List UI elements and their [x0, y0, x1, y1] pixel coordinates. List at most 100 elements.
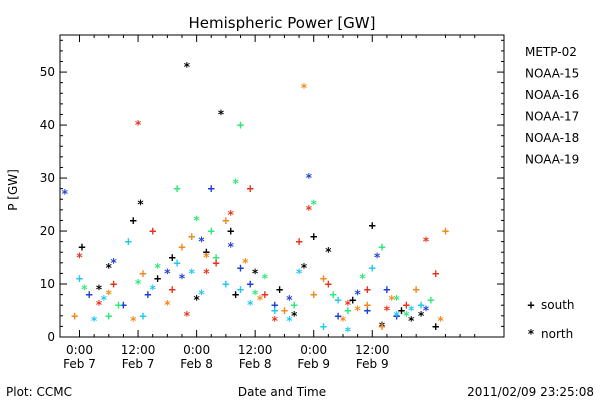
data-point: *	[183, 60, 190, 74]
data-point: *	[61, 187, 68, 201]
data-point: +	[110, 277, 117, 291]
data-point: *	[198, 288, 205, 302]
data-point: +	[178, 240, 185, 254]
data-point: *	[378, 319, 385, 333]
data-point: *	[232, 176, 239, 190]
data-point: +	[208, 224, 215, 238]
data-point: *	[164, 298, 171, 312]
data-point: +	[169, 251, 176, 265]
data-point: *	[388, 293, 395, 307]
data-point: +	[310, 229, 317, 243]
data-point: +	[398, 304, 405, 318]
data-point: *	[374, 251, 381, 265]
legend-entry: NOAA-17	[525, 110, 579, 124]
data-point: *	[305, 203, 312, 217]
data-point: +	[105, 309, 112, 323]
y-tick-label: 30	[40, 171, 55, 185]
data-point: *	[164, 266, 171, 280]
data-point: +	[188, 229, 195, 243]
data-point: +	[203, 245, 210, 259]
data-point: +	[334, 309, 341, 323]
data-point: +	[149, 224, 156, 238]
data-point: *	[154, 261, 161, 275]
data-point: *	[242, 256, 249, 270]
data-point: +	[334, 293, 341, 307]
data-point: *	[188, 266, 195, 280]
data-point: *	[256, 293, 263, 307]
data-point: *	[217, 107, 224, 121]
data-point: *	[183, 309, 190, 323]
y-axis: 0 10 20 30 40 50	[40, 39, 504, 344]
data-point: +	[393, 309, 400, 323]
data-point: +	[227, 224, 234, 238]
x-tick-label-time: 12:00	[355, 343, 390, 357]
plot-credit: Plot: CCMC	[6, 385, 72, 399]
data-point: *	[295, 266, 302, 280]
data-point: +	[432, 266, 439, 280]
data-point: +	[369, 261, 376, 275]
data-point: +	[325, 277, 332, 291]
data-point: +	[213, 251, 220, 265]
data-point: +	[403, 298, 410, 312]
data-point: +	[310, 288, 317, 302]
data-point: *	[261, 272, 268, 286]
y-tick-label: 40	[40, 118, 55, 132]
data-point: *	[354, 288, 361, 302]
data-point: *	[408, 304, 415, 318]
x-tick-label-time: 0:00	[183, 343, 210, 357]
data-point: +	[432, 319, 439, 333]
x-tick-label-date: Feb 8	[239, 357, 272, 371]
data-point: *	[134, 118, 141, 132]
data-point: +	[364, 304, 371, 318]
data-point: *	[81, 282, 88, 296]
legend-entry: NOAA-18	[525, 131, 579, 145]
data-point: *	[105, 261, 112, 275]
y-tick-label: 50	[40, 65, 55, 79]
data-point: *	[354, 304, 361, 318]
data-point: *	[300, 81, 307, 95]
y-axis-label: P [GW]	[6, 169, 20, 211]
data-point: +	[442, 224, 449, 238]
data-point: +	[261, 288, 268, 302]
x-tick-label-date: Feb 8	[180, 357, 213, 371]
data-point: +	[247, 182, 254, 196]
data-point: +	[330, 288, 337, 302]
data-point: *	[227, 240, 234, 254]
data-point: +	[271, 304, 278, 318]
data-point: *	[344, 325, 351, 339]
data-point: *	[252, 266, 259, 280]
data-point: *	[227, 208, 234, 222]
data-point: +	[281, 304, 288, 318]
data-point: *	[95, 298, 102, 312]
data-point: *	[305, 171, 312, 185]
data-point: *	[417, 309, 424, 323]
data-point: +	[71, 309, 78, 323]
series-legend: METP-02 NOAA-15 NOAA-16 NOAA-17 NOAA-18 NOAA-…	[525, 45, 579, 167]
data-point: +	[291, 298, 298, 312]
data-point: *	[359, 272, 366, 286]
data-point: +	[237, 261, 244, 275]
data-point: +	[237, 282, 244, 296]
data-point: +	[364, 282, 371, 296]
data-point: *	[247, 298, 254, 312]
data-point: +	[276, 282, 283, 296]
data-point: *	[286, 293, 293, 307]
data-point: *	[271, 314, 278, 328]
data-point: +	[125, 235, 132, 249]
data-point: *	[105, 288, 112, 302]
data-point: *	[137, 198, 144, 212]
y-tick-label: 20	[40, 224, 55, 238]
plot-frame	[59, 34, 505, 338]
data-points: +*+*+*+*+*+*+*+*+ *+*+* +*+**+*+*+*+*+*+*+…	[61, 60, 449, 339]
data-point: *	[422, 304, 429, 318]
marker-legend-symbol: *	[527, 327, 534, 341]
x-tick-label-date: Feb 9	[356, 357, 389, 371]
data-point: +	[169, 282, 176, 296]
x-tick-label-date: Feb 7	[63, 357, 96, 371]
data-point: *	[95, 282, 102, 296]
data-point: +	[130, 213, 137, 227]
data-point: +	[173, 256, 180, 270]
data-point: +	[154, 272, 161, 286]
